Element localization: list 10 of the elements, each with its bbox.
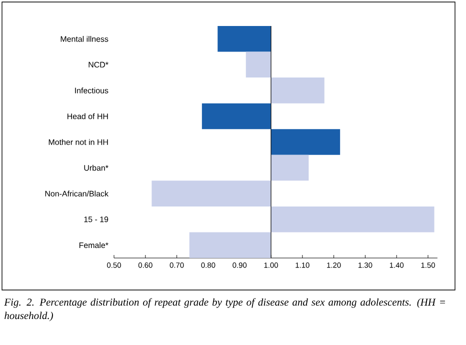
bar	[189, 232, 272, 258]
text: Fig. 2. Percentage distribution of repeat grade by type of disease and sex among adolescents. (HH = household.)	[4, 298, 445, 322]
bar	[271, 206, 434, 232]
bar	[246, 52, 272, 78]
bar	[271, 154, 309, 181]
bar	[202, 103, 272, 130]
bar	[218, 26, 272, 52]
bar	[152, 180, 272, 206]
bar	[271, 78, 324, 104]
bar	[271, 129, 340, 155]
